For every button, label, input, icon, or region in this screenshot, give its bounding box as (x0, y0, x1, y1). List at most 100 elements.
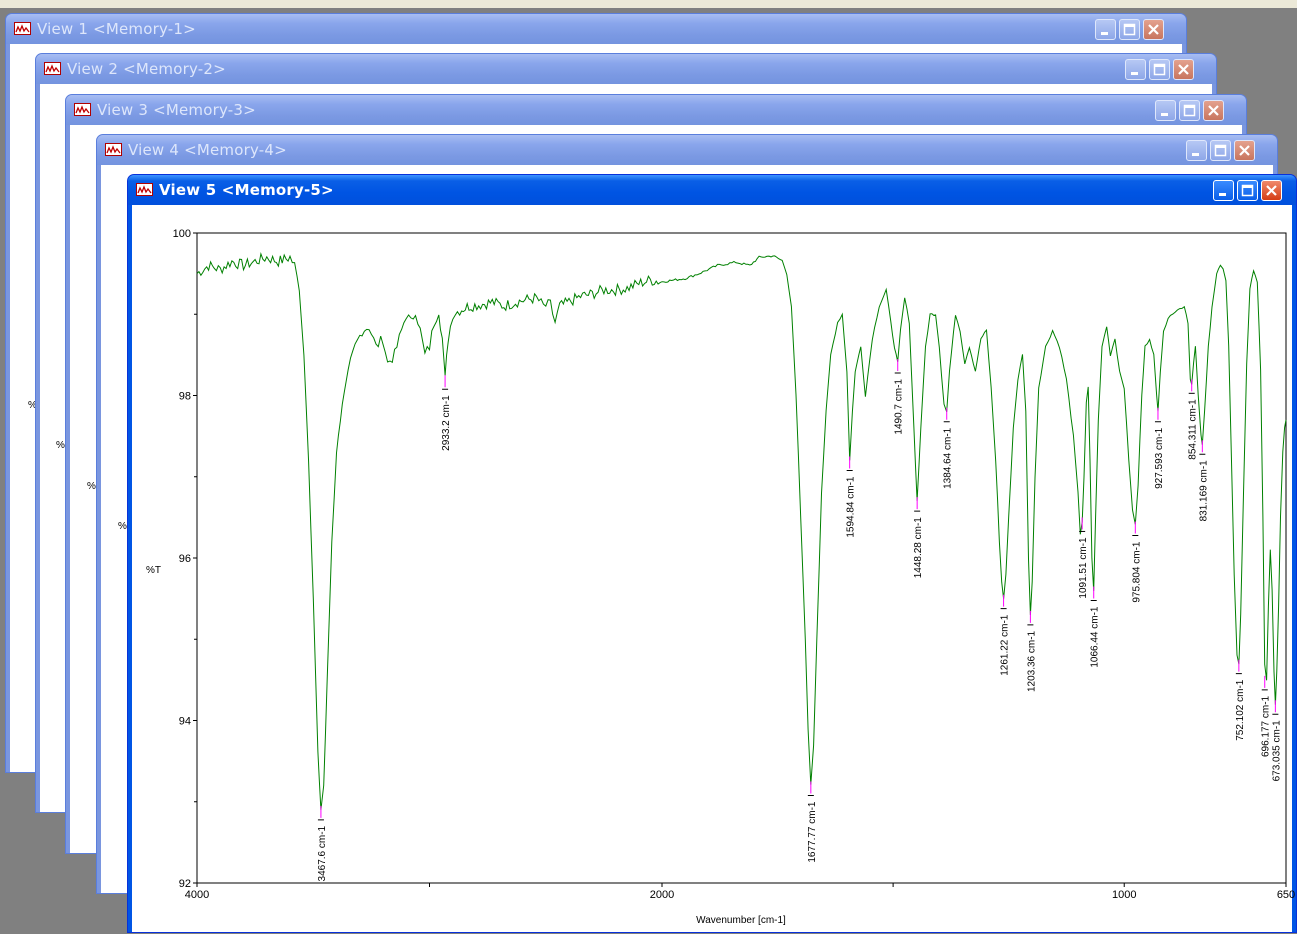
maximize-icon (1153, 63, 1166, 76)
peak-label-text: 1091.51 cm-1 (1078, 537, 1089, 599)
window-title: View 2 <Memory-2> (67, 60, 226, 78)
spectrum-window-icon[interactable] (105, 143, 122, 156)
peak-label-text: 1066.44 cm-1 (1090, 606, 1101, 668)
peak-label-text: 752.102 cm-1 (1235, 679, 1246, 741)
peak-label-text: 1448.28 cm-1 (913, 517, 924, 579)
peak-label-text: 3467.6 cm-1 (317, 825, 328, 881)
peak-label: 1677.77 cm-1 (807, 781, 818, 863)
spectrum-window-icon[interactable] (136, 183, 153, 196)
peak-label-text: 1203.36 cm-1 (1026, 630, 1037, 692)
minimize-icon (1192, 153, 1199, 156)
peak-label: 3467.6 cm-1 (317, 805, 328, 881)
minimize-button[interactable] (1213, 180, 1234, 201)
close-button[interactable] (1143, 19, 1164, 40)
spectrum-window-icon[interactable] (74, 103, 91, 116)
close-button[interactable] (1173, 59, 1194, 80)
close-icon (1178, 64, 1189, 75)
title-bar[interactable]: View 2 <Memory-2> (36, 54, 1216, 84)
peak-label-text: 1490.7 cm-1 (894, 379, 905, 435)
peak-label-text: 673.035 cm-1 (1271, 720, 1282, 782)
x-tick-label: 1000 (1112, 889, 1136, 901)
y-tick-label: 92 (179, 878, 191, 890)
maximize-button[interactable] (1210, 140, 1231, 161)
peak-label: 752.102 cm-1 (1235, 659, 1246, 741)
peak-label-text: 975.804 cm-1 (1131, 541, 1142, 603)
peak-label: 673.035 cm-1 (1271, 700, 1282, 781)
minimize-button[interactable] (1155, 100, 1176, 121)
peak-label-text: 831.169 cm-1 (1198, 460, 1209, 522)
minimize-icon (1101, 32, 1108, 35)
x-tick-label: 650 (1277, 889, 1295, 901)
peak-label-text: 854.311 cm-1 (1188, 399, 1199, 460)
peak-label-text: 927.593 cm-1 (1154, 427, 1165, 489)
y-tick-label: 96 (179, 553, 191, 565)
maximize-icon (1123, 23, 1136, 36)
x-tick-label: 4000 (185, 889, 209, 901)
maximize-button[interactable] (1237, 180, 1258, 201)
minimize-icon (1131, 72, 1138, 75)
window-title: View 5 <Memory-5> (159, 181, 334, 199)
window-title: View 3 <Memory-3> (97, 101, 256, 119)
view-window-5[interactable]: View 5 <Memory-5> %T Wavenumber [cm-1] 1… (127, 174, 1297, 933)
peak-label-text: 1594.84 cm-1 (846, 476, 857, 538)
close-button[interactable] (1261, 180, 1282, 201)
peak-label: 1384.64 cm-1 (943, 407, 954, 489)
peak-label: 1594.84 cm-1 (846, 456, 857, 538)
close-icon (1208, 105, 1219, 116)
y-tick-label: 100 (173, 228, 191, 240)
x-axis-label: Wavenumber [cm-1] (696, 915, 786, 926)
close-icon (1266, 185, 1277, 196)
peak-label-text: 1384.64 cm-1 (943, 427, 954, 489)
peak-label-text: 2933.2 cm-1 (441, 395, 452, 451)
peak-label: 1091.51 cm-1 (1078, 517, 1089, 599)
plot-frame (196, 232, 1287, 884)
minimize-icon (1219, 193, 1226, 196)
maximize-button[interactable] (1119, 19, 1140, 40)
maximize-button[interactable] (1179, 100, 1200, 121)
y-axis-label: % (56, 440, 65, 451)
close-icon (1239, 145, 1250, 156)
title-bar[interactable]: View 5 <Memory-5> (128, 175, 1296, 205)
peak-label: 1490.7 cm-1 (894, 359, 905, 435)
peak-label: 975.804 cm-1 (1131, 521, 1142, 603)
y-tick-label: 94 (179, 716, 191, 728)
spectrum-plot-area[interactable]: %T Wavenumber [cm-1] 100 98 96 94 92 4000 2000… (132, 205, 1295, 932)
peak-label-text: 696.177 cm-1 (1261, 695, 1272, 757)
peak-label: 854.311 cm-1 (1188, 379, 1199, 460)
close-button[interactable] (1203, 100, 1224, 121)
maximize-icon (1183, 104, 1196, 117)
minimize-icon (1161, 113, 1168, 116)
y-axis-label: % (87, 481, 96, 492)
title-bar[interactable]: View 3 <Memory-3> (66, 95, 1246, 125)
minimize-button[interactable] (1095, 19, 1116, 40)
x-tick-label: 2000 (650, 889, 674, 901)
app-background-strip (0, 0, 1297, 8)
y-tick-label: 98 (179, 391, 191, 403)
maximize-icon (1214, 144, 1227, 157)
spectrum-window-icon[interactable] (14, 22, 31, 35)
peak-label: 831.169 cm-1 (1198, 440, 1209, 521)
title-bar[interactable]: View 1 <Memory-1> (6, 14, 1186, 44)
maximize-icon (1241, 184, 1254, 197)
minimize-button[interactable] (1186, 140, 1207, 161)
maximize-button[interactable] (1149, 59, 1170, 80)
spectrum-line (196, 252, 1287, 811)
peak-label: 1203.36 cm-1 (1026, 610, 1037, 692)
peak-label: 2933.2 cm-1 (441, 375, 452, 451)
peak-label: 696.177 cm-1 (1261, 675, 1272, 757)
peak-label-text: 1677.77 cm-1 (807, 801, 818, 863)
window-title: View 1 <Memory-1> (37, 20, 196, 38)
title-bar[interactable]: View 4 <Memory-4> (97, 135, 1277, 165)
close-button[interactable] (1234, 140, 1255, 161)
close-icon (1148, 24, 1159, 35)
peak-label-text: 1261.22 cm-1 (1000, 614, 1011, 676)
peak-label: 1261.22 cm-1 (1000, 594, 1011, 676)
spectrum-window-icon[interactable] (44, 62, 61, 75)
minimize-button[interactable] (1125, 59, 1146, 80)
y-axis-label: % (118, 521, 127, 532)
peak-label: 927.593 cm-1 (1154, 407, 1165, 489)
peak-label: 1066.44 cm-1 (1090, 586, 1101, 668)
peak-label: 1448.28 cm-1 (913, 497, 924, 578)
y-axis-label: %T (146, 565, 161, 576)
